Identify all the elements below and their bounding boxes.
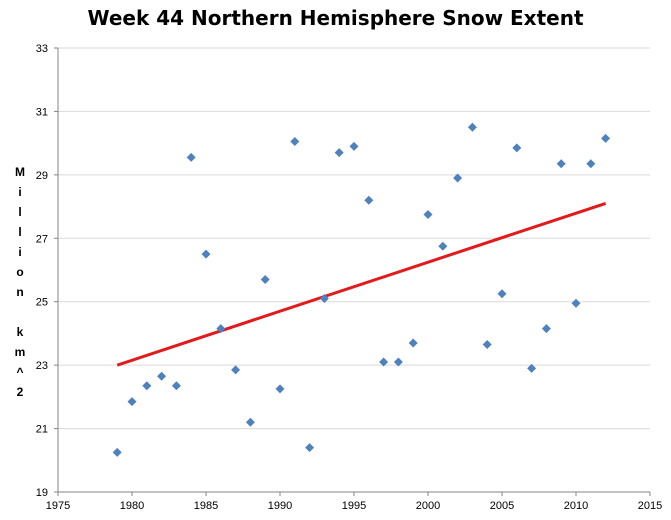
trendline	[116, 201, 607, 367]
data-point	[467, 122, 477, 132]
data-point	[527, 363, 537, 373]
y-axis-label-char: ^	[16, 365, 24, 379]
data-point	[231, 365, 241, 375]
data-point	[127, 397, 137, 407]
y-axis-label-char: k	[16, 325, 24, 339]
data-point	[319, 294, 329, 304]
x-tick-label: 1985	[194, 500, 218, 512]
data-point	[171, 381, 181, 391]
data-point	[453, 173, 463, 183]
data-point	[334, 148, 344, 158]
axis-layer	[54, 47, 651, 496]
y-axis-label-char: o	[16, 265, 24, 279]
data-point	[260, 275, 270, 285]
y-tick-label: 29	[36, 170, 48, 182]
data-point	[393, 357, 403, 367]
data-point	[142, 381, 152, 391]
x-tick-label: 2000	[416, 500, 440, 512]
data-point	[275, 384, 285, 394]
data-point	[157, 371, 167, 381]
data-point-layer	[112, 122, 611, 457]
data-point	[364, 195, 374, 205]
x-tick-label: 1980	[120, 500, 144, 512]
data-point	[379, 357, 389, 367]
grid-layer	[58, 47, 650, 493]
x-tick-label: 1995	[342, 500, 366, 512]
data-point	[601, 133, 611, 143]
tick-label-layer: 19 21 23 25 27 29 31 33 1975 1980 1985 1990 1995 2000…	[36, 43, 662, 512]
y-tick-label: 19	[36, 487, 48, 499]
data-point	[571, 298, 581, 308]
trendline-layer	[116, 201, 607, 367]
data-point	[556, 159, 566, 169]
y-axis-label-char: m	[14, 345, 26, 359]
y-axis-label-char: i	[18, 245, 22, 259]
data-point	[497, 289, 507, 299]
x-tick-label: 1990	[268, 500, 292, 512]
data-point	[290, 137, 300, 147]
data-point	[482, 340, 492, 350]
x-tick-label: 1975	[46, 500, 70, 512]
y-axis-label-char: l	[18, 205, 22, 219]
y-axis-label-char: 2	[16, 385, 24, 399]
y-tick-label: 33	[36, 43, 48, 55]
data-point	[408, 338, 418, 348]
data-point	[438, 241, 448, 251]
data-point	[201, 249, 211, 259]
data-point	[541, 324, 551, 334]
x-tick-label: 2010	[564, 500, 588, 512]
data-point	[305, 443, 315, 453]
y-axis-label-char: M	[15, 165, 25, 179]
y-tick-label: 31	[36, 106, 48, 118]
y-tick-label: 27	[36, 233, 48, 245]
y-axis-label-char: n	[16, 285, 24, 299]
data-point	[512, 143, 522, 153]
x-tick-label: 2005	[490, 500, 514, 512]
y-tick-label: 25	[36, 297, 48, 309]
data-point	[112, 447, 122, 457]
y-axis-label-char: l	[18, 225, 22, 239]
x-tick-label: 2015	[638, 500, 662, 512]
data-point	[245, 417, 255, 427]
data-point	[349, 141, 359, 151]
data-point	[586, 159, 596, 169]
data-point	[186, 152, 196, 162]
y-tick-label: 23	[36, 360, 48, 372]
y-axis-label-char: i	[18, 185, 22, 199]
y-tick-label: 21	[36, 424, 48, 436]
chart-title: Week 44 Northern Hemisphere Snow Extent	[87, 6, 584, 30]
data-point	[423, 210, 433, 219]
data-point	[216, 324, 226, 334]
